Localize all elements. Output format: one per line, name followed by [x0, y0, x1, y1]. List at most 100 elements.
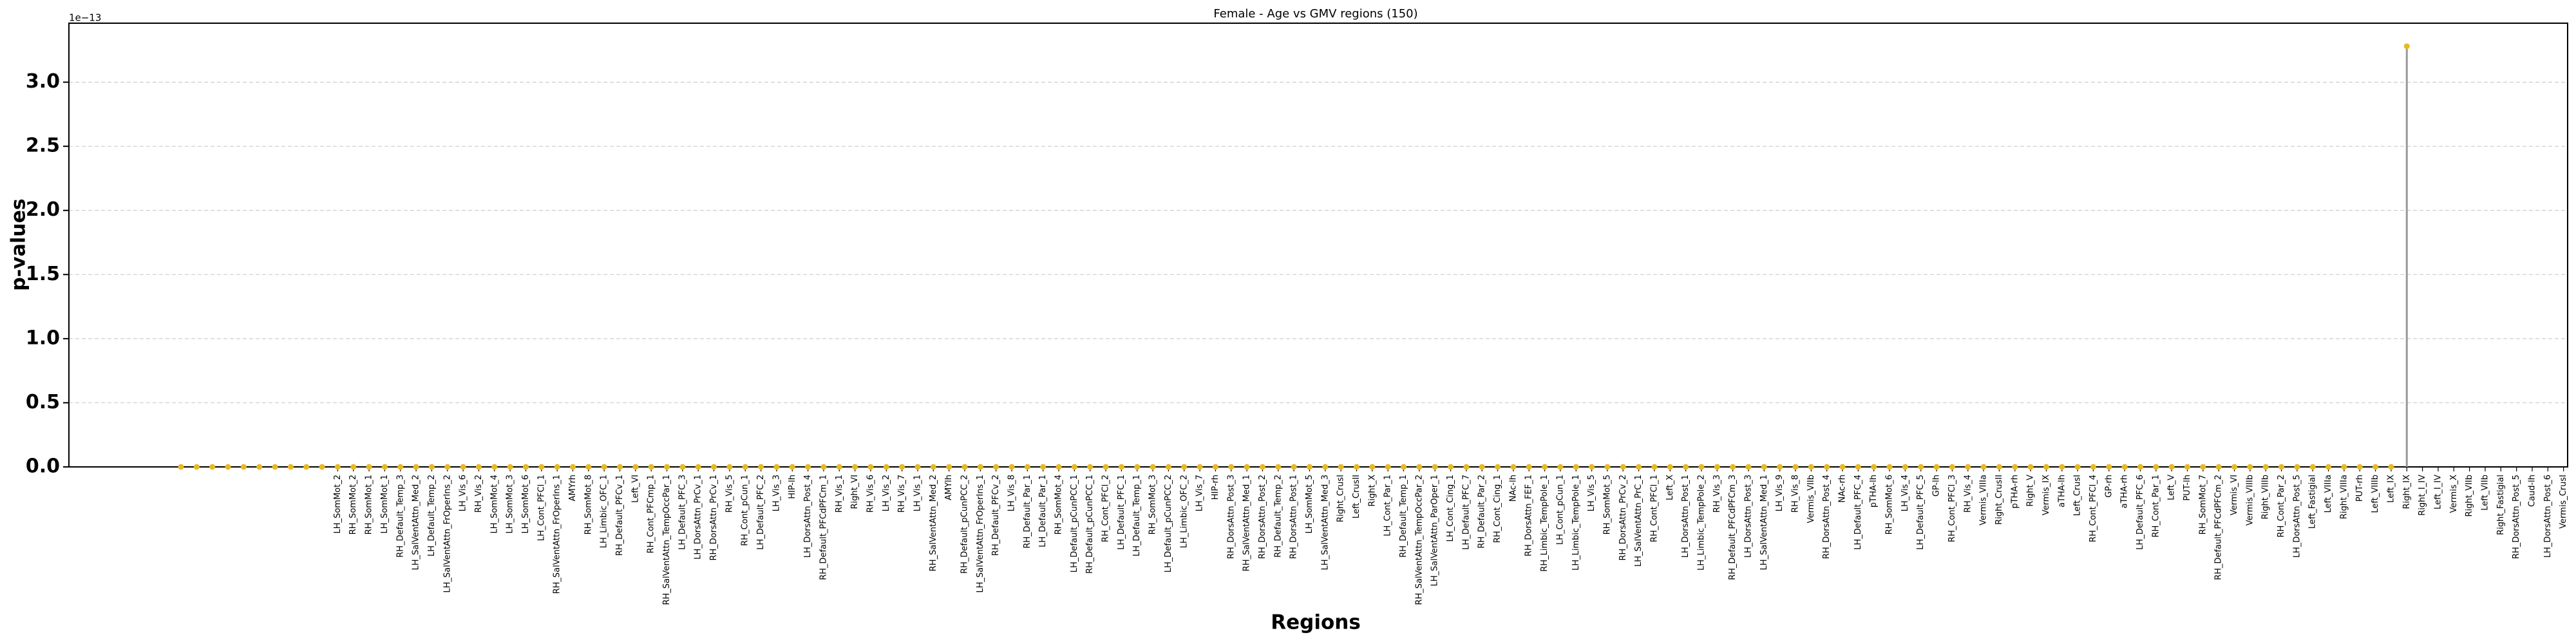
marker: [805, 464, 811, 470]
marker: [820, 464, 827, 470]
x-tick-label: RH_Vis_3: [1712, 475, 1722, 513]
x-tick-label: Right_VI: [850, 475, 860, 509]
y-tick-label: 3.0: [26, 70, 60, 93]
x-tick-label: LH_Vis_2: [882, 475, 891, 511]
x-tick-label: RH_SomMot_4: [1054, 475, 1064, 535]
x-tick-label: LH_DorsAttn_Post_1: [1681, 475, 1690, 558]
x-tick-label: aTHA-lh: [2057, 475, 2067, 507]
x-tick-label: Right_VIIIa: [2339, 475, 2349, 519]
marker: [1322, 464, 1329, 470]
y-axis-label: p-values: [8, 198, 30, 291]
x-tick-label: LH_Default_pCunPCC_2: [1164, 475, 1173, 573]
x-tick-label: RH_Cont_PFCl_4: [2088, 475, 2098, 542]
marker: [679, 464, 686, 470]
marker: [1338, 464, 1344, 470]
marker: [1024, 464, 1030, 470]
x-tick-label: Vermis_VIIIb: [2245, 475, 2255, 526]
x-tick-label: LH_Default_PFC_2: [756, 475, 766, 550]
x-tick-label: RH_DorsAttn_FEF_1: [1524, 475, 1534, 556]
x-tick-label: LH_SomMot_2: [333, 475, 343, 533]
marker: [1698, 464, 1705, 470]
x-tick-label: RH_SomMot_2: [348, 475, 358, 535]
marker: [1275, 464, 1282, 470]
x-tick-label: LH_DorsAttn_Post_3: [1744, 475, 1754, 558]
x-tick-label: Vermis_VIIIa: [1979, 475, 1989, 526]
x-tick-label: RH_Default_pCunPCC_2: [960, 475, 970, 574]
marker: [1542, 464, 1548, 470]
x-tick-label: Right_V: [2026, 475, 2036, 507]
x-tick-label: Right_IX: [2402, 475, 2412, 509]
x-tick-label: RH_Vis_8: [1791, 475, 1801, 513]
x-tick-label: LH_Vis_7: [1195, 475, 1205, 511]
marker: [2027, 464, 2034, 470]
x-tick-label: RH_DorsAttn_Post_5: [2512, 475, 2521, 559]
x-tick-label: LH_Cont_Cing_1: [1446, 475, 1455, 542]
x-tick-label: Vermis_VIIb: [1806, 475, 1816, 523]
marker: [2121, 464, 2128, 470]
marker: [1620, 464, 1626, 470]
x-tick-label: LH_Vis_1: [913, 475, 922, 511]
x-tick-label: LH_Vis_5: [1587, 475, 1596, 511]
x-tick-label: RH_DorsAttn_PrCv_2: [1618, 475, 1628, 561]
marker: [2137, 464, 2143, 470]
x-tick-label: NAc-rh: [1838, 475, 1848, 503]
marker: [977, 464, 983, 470]
x-tick-label: RH_SalVentAttn_TempOccPar_2: [1414, 475, 1424, 605]
x-tick-label: LH_SalVentAttn_PrC_1: [1634, 475, 1643, 567]
x-tick-label: RH_SomMot_6: [1885, 475, 1895, 535]
y-tick-label: 2.5: [26, 135, 60, 157]
x-tick-label: pTHA-lh: [1869, 475, 1879, 507]
marker: [852, 464, 858, 470]
marker: [178, 464, 184, 470]
x-tick-label: Right_VIIb: [2465, 475, 2474, 517]
x-tick-label: Right_Fastigial: [2496, 475, 2506, 535]
x-tick-label: LH_Vis_9: [1775, 475, 1785, 511]
marker: [350, 464, 357, 470]
x-tick-label: LH_Default_PFC_4: [1853, 475, 1863, 550]
marker: [1589, 464, 1595, 470]
y-tick-label: 1.0: [26, 327, 60, 349]
x-tick-label: Left_IX: [2386, 475, 2396, 503]
marker: [836, 464, 842, 470]
x-tick-label: LH_Cont_PFCl_1: [536, 475, 546, 541]
marker: [1918, 464, 1924, 470]
marker: [538, 464, 545, 470]
marker: [2231, 464, 2238, 470]
x-tick-label: LH_Default_Temp_1: [1132, 475, 1142, 556]
marker: [1071, 464, 1077, 470]
x-tick-label: RH_SomMot_7: [2198, 475, 2208, 535]
marker: [460, 464, 466, 470]
y-tick-label: 0.0: [26, 455, 60, 478]
x-tick-label: RH_SomMot_3: [1148, 475, 1158, 535]
marker: [1385, 464, 1391, 470]
x-tick-label: NAc-lh: [1508, 475, 1518, 502]
marker: [1557, 464, 1564, 470]
chart-title: Female - Age vs GMV regions (150): [1213, 7, 1417, 21]
marker: [2262, 464, 2269, 470]
x-tick-label: Left_X: [1665, 475, 1675, 500]
x-tick-label: LH_Default_Par_1: [1038, 475, 1048, 547]
x-tick-label: LH_SomMot_6: [521, 475, 531, 533]
marker: [2215, 464, 2222, 470]
x-tick-label: LH_SalVentAttn_FrOperIns_2: [442, 475, 452, 593]
marker: [2043, 464, 2049, 470]
x-tick-label: LH_SomMot_1: [380, 475, 390, 533]
x-tick-label: Left_CrusI: [2073, 475, 2083, 516]
marker: [1651, 464, 1658, 470]
x-tick-label: RH_Vis_7: [897, 475, 907, 513]
x-tick-label: RH_SalVentAttn_FrOperIns_1: [553, 475, 562, 594]
x-tick-label: RH_Default_PFCv_2: [991, 475, 1001, 556]
x-tick-label: RH_DorsAttn_PrCv_1: [709, 475, 719, 561]
x-tick-label: LH_Vis_6: [459, 475, 468, 511]
marker: [742, 464, 748, 470]
marker: [240, 464, 247, 470]
x-tick-label: LH_Limbic_TempPole_2: [1696, 475, 1706, 571]
x-tick-label: RH_Default_Par_1: [1023, 475, 1032, 549]
x-tick-label: LH_Default_pCunPCC_1: [1070, 475, 1079, 573]
x-tick-label: RH_SalVentAttn_TempOccPar_1: [662, 475, 672, 605]
x-tick-label: RH_SomMot_5: [1602, 475, 1612, 535]
marker: [883, 464, 889, 470]
marker: [961, 464, 968, 470]
